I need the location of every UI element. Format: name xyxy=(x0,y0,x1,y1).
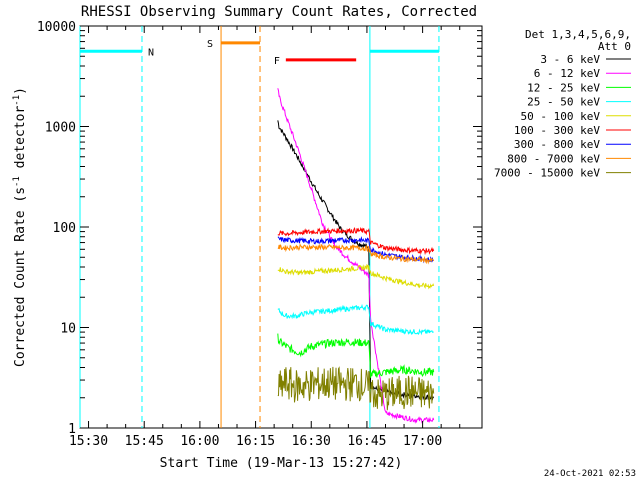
y-tick-label: 1000 xyxy=(45,121,76,136)
series-layer xyxy=(277,88,435,424)
legend-label-4: 50 - 100 keV xyxy=(521,110,601,123)
legend-label-5: 100 - 300 keV xyxy=(514,124,600,137)
y-tick-label: 1 xyxy=(68,422,76,437)
series-line-3 xyxy=(277,303,434,336)
legend-header-line: Det 1,3,4,5,6,9, xyxy=(525,28,631,41)
y-tick-label: 10000 xyxy=(37,20,76,35)
axes: 15:30 15:45 16:00 16:15 16:30 16:45 17:00 1 10 10… xyxy=(37,20,482,449)
flare-label: F xyxy=(274,56,280,67)
y-axis-label-sup2: -1 xyxy=(12,95,22,106)
legend-header-line: Att 0 xyxy=(598,40,631,53)
y-tick-label: 10 xyxy=(60,322,76,337)
night-label: N xyxy=(148,47,154,58)
plot-frame xyxy=(79,25,483,429)
chart-title: RHESSI Observing Summary Count Rates, Co… xyxy=(81,4,477,20)
series-line-4 xyxy=(277,263,435,290)
x-tick-label: 16:15 xyxy=(236,434,275,449)
x-tick-label: 16:45 xyxy=(347,434,386,449)
footer-date: 24-Oct-2021 02:53 xyxy=(544,469,636,479)
y-axis-label-end: ) xyxy=(13,87,28,95)
x-tick-label: 17:00 xyxy=(403,434,442,449)
y-tick-label: 100 xyxy=(53,221,76,236)
series-line-8 xyxy=(277,366,435,411)
y-axis-label-sup1: -1 xyxy=(12,176,22,187)
legend-label-7: 800 - 7000 keV xyxy=(507,152,600,165)
x-tick-label: 16:30 xyxy=(292,434,331,449)
legend-label-2: 12 - 25 keV xyxy=(527,81,600,94)
saa-label: S xyxy=(207,39,213,50)
series-line-5 xyxy=(277,226,435,256)
legend-label-3: 25 - 50 keV xyxy=(527,96,600,109)
legend-label-8: 7000 - 15000 keV xyxy=(494,167,600,180)
series-line-2 xyxy=(277,333,435,378)
x-tick-label: 15:30 xyxy=(69,434,108,449)
legend-label-6: 300 - 800 keV xyxy=(514,138,600,151)
y-axis-label: Corrected Count Rate (s-1 detector-1) xyxy=(12,87,28,367)
legend-label-0: 3 - 6 keV xyxy=(540,53,600,66)
x-axis-label: Start Time (19-Mar-13 15:27:42) xyxy=(160,456,403,471)
observing-markers: N S F xyxy=(79,26,440,428)
y-axis-label-main: Corrected Count Rate (s xyxy=(13,187,28,367)
series-line-7 xyxy=(277,242,435,265)
x-tick-label: 16:00 xyxy=(180,434,219,449)
x-tick-label: 15:45 xyxy=(125,434,164,449)
legend-label-1: 6 - 12 keV xyxy=(534,67,601,80)
y-axis-label-mid: detector xyxy=(13,106,28,177)
series-line-1 xyxy=(277,88,435,424)
series-line-6 xyxy=(277,236,434,264)
